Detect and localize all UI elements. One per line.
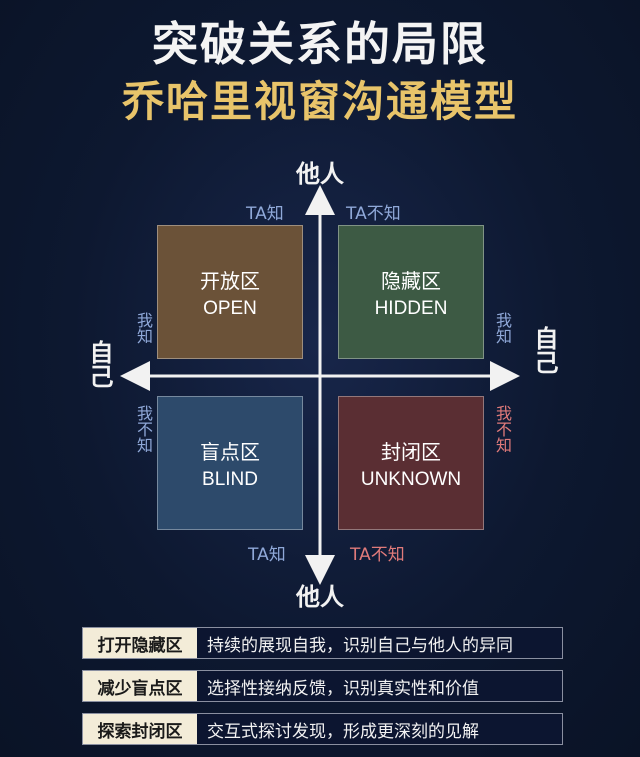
edge-left-upper: 我知 [134,312,153,344]
axis-bottom-label: 他人 [296,583,344,611]
strategy-row: 减少盲点区 选择性接纳反馈，识别真实性和价值 [82,670,563,702]
edge-right-upper: 我知 [493,312,512,344]
page-subtitle: 乔哈里视窗沟通模型 [121,77,518,126]
strategy-desc: 交互式探讨发现，形成更深刻的见解 [207,721,479,742]
strategy-tag: 减少盲点区 [83,671,197,701]
quadrant-hidden-en: HIDDEN [374,297,448,319]
strategy-tag: 打开隐藏区 [83,628,197,658]
edge-right-lower: 我不知 [493,405,512,453]
quadrant-hidden-zh: 隐藏区 [381,268,441,293]
quadrant-hidden: 隐藏区 HIDDEN [338,225,484,359]
strategy-row: 探索封闭区 交互式探讨发现，形成更深刻的见解 [82,713,563,745]
quadrant-blind: 盲点区 BLIND [157,396,303,530]
axis-top-label: 他人 [296,160,344,188]
quadrant-unknown-zh: 封闭区 [381,439,441,464]
edge-bottom-right: TA不知 [350,545,405,565]
quadrant-open: 开放区 OPEN [157,225,303,359]
edge-top-left: TA知 [246,204,284,224]
quadrant-blind-en: BLIND [202,468,258,490]
strategy-row: 打开隐藏区 持续的展现自我，识别自己与他人的异同 [82,627,563,659]
strategy-desc: 持续的展现自我，识别自己与他人的异同 [207,635,513,656]
quadrant-unknown: 封闭区 UNKNOWN [338,396,484,530]
quadrant-open-en: OPEN [203,297,257,319]
axis-left-label: 自己 [85,340,113,388]
axis-right-label: 自己 [530,326,558,374]
page-title: 突破关系的局限 [152,17,488,71]
quadrant-open-zh: 开放区 [200,268,260,293]
quadrant-unknown-en: UNKNOWN [360,468,462,490]
quadrant-blind-zh: 盲点区 [200,439,260,464]
strategy-desc: 选择性接纳反馈，识别真实性和价值 [207,678,479,699]
edge-top-right: TA不知 [346,204,401,224]
edge-bottom-left: TA知 [248,545,286,565]
strategy-list: 打开隐藏区 持续的展现自我，识别自己与他人的异同 减少盲点区 选择性接纳反馈，识… [82,627,563,756]
edge-left-lower: 我不知 [134,405,153,453]
strategy-tag: 探索封闭区 [83,714,197,744]
